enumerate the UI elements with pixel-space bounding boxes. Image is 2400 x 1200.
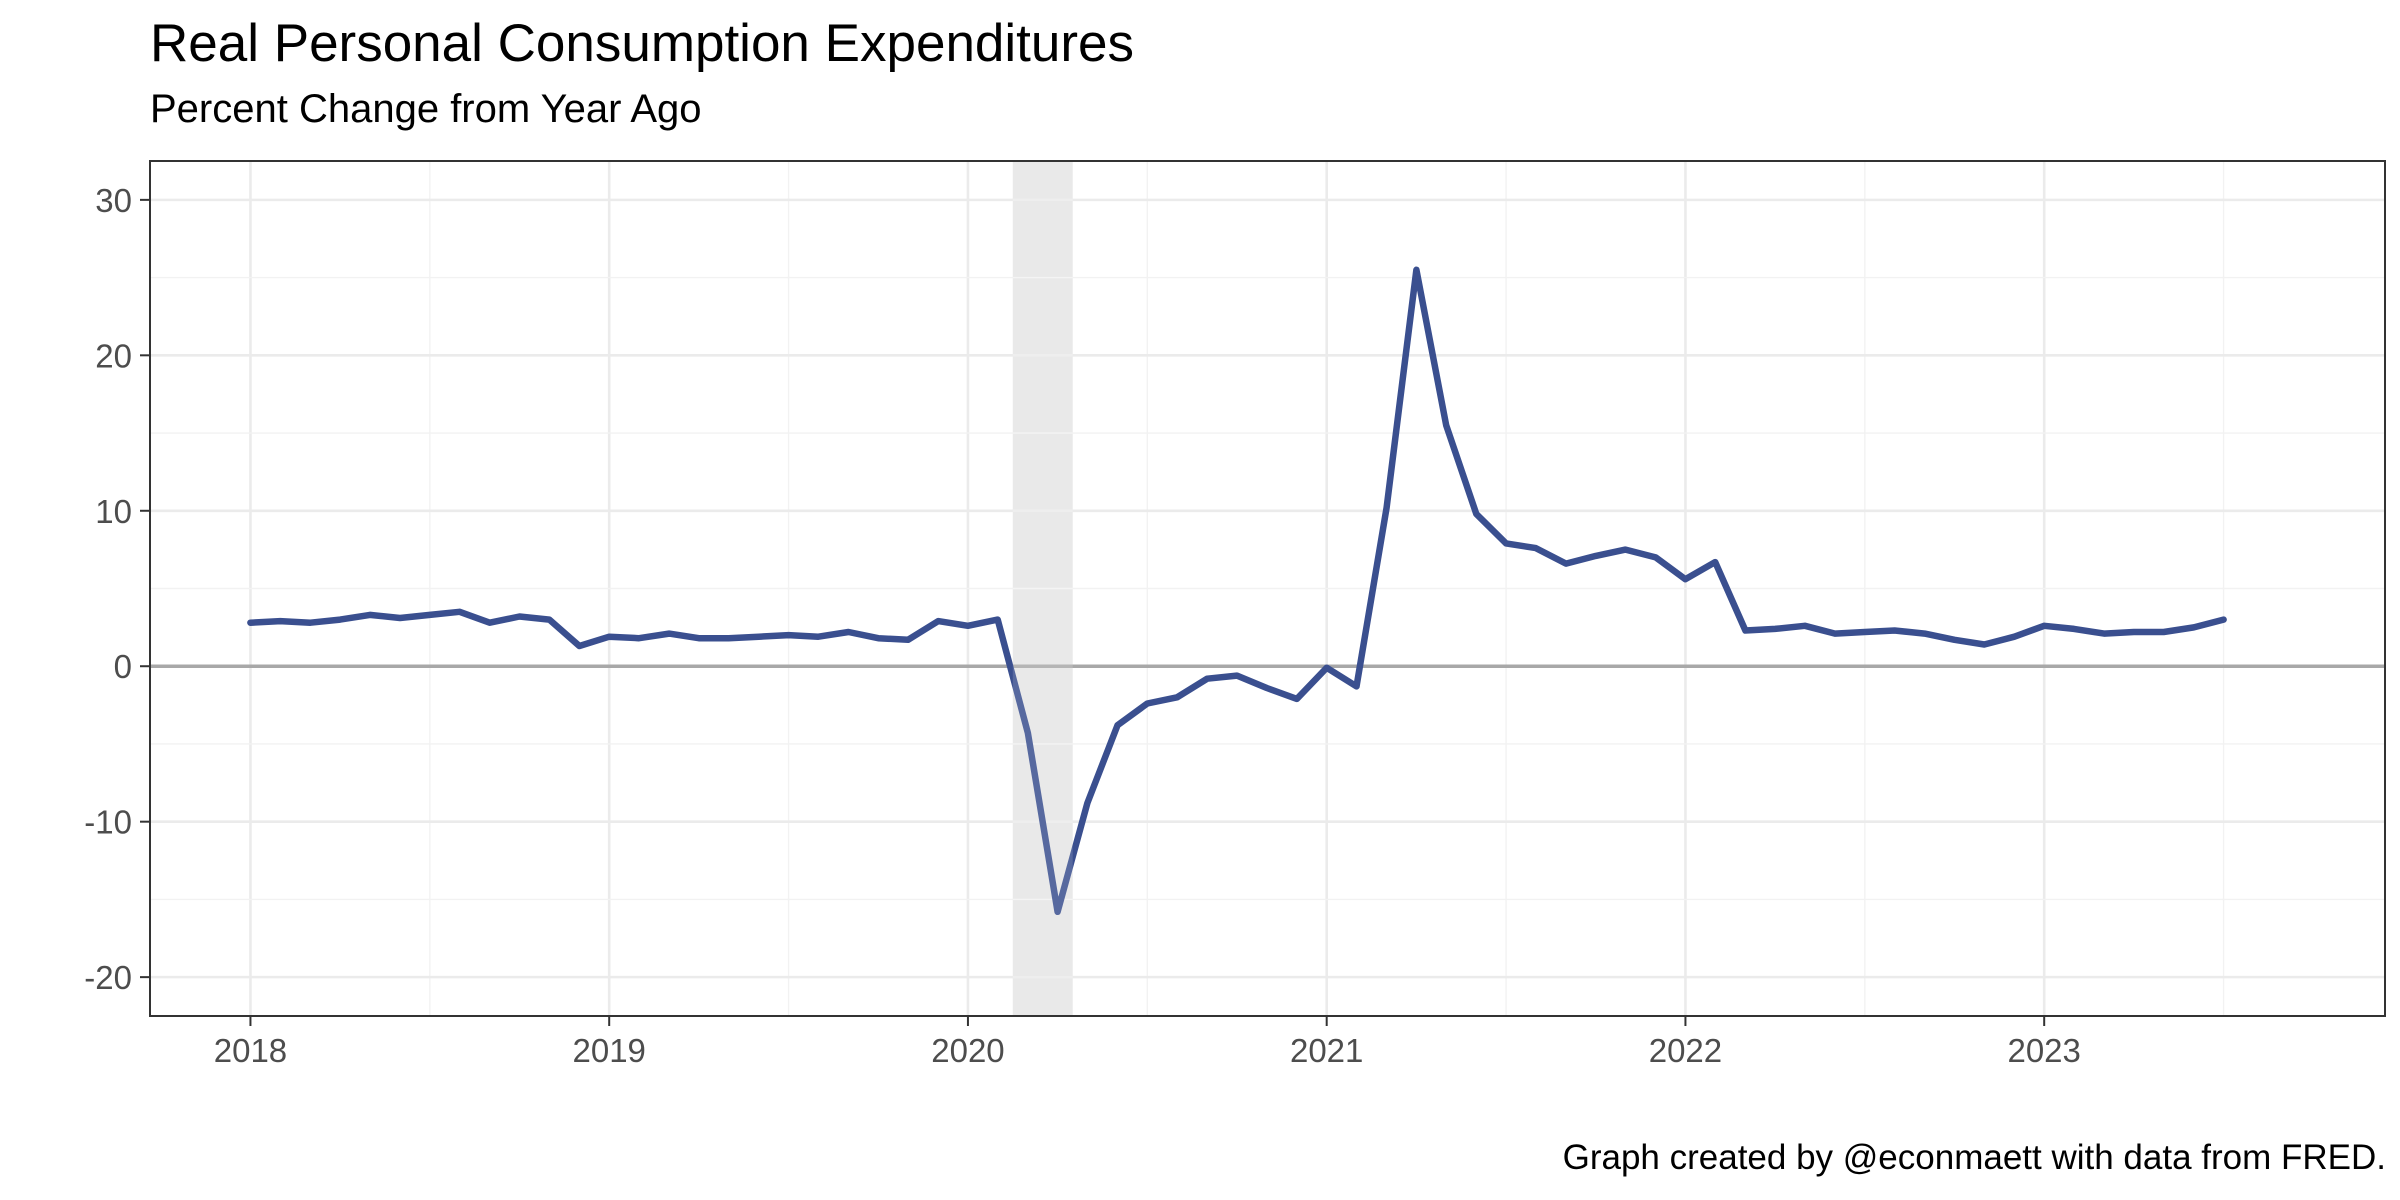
y-tick-label: -10 xyxy=(84,804,132,841)
axis-ticks-layer: 2018 2019 2020 2021 2022 2023 -20 -10 0 10 20 30 xyxy=(84,182,2081,1069)
data-point xyxy=(487,620,493,626)
series-line xyxy=(247,266,2227,916)
data-point xyxy=(367,612,373,618)
data-point xyxy=(905,637,911,643)
data-point xyxy=(696,635,702,641)
recession-overlay xyxy=(1012,161,1073,1016)
data-point xyxy=(995,617,1001,623)
y-tick-label: 20 xyxy=(95,337,132,374)
data-point xyxy=(1892,627,1898,633)
chart-subtitle: Percent Change from Year Ago xyxy=(150,87,702,131)
data-point xyxy=(2161,629,2167,635)
data-point xyxy=(1324,665,1330,671)
data-point xyxy=(2191,624,2197,630)
data-point xyxy=(1443,422,1449,428)
data-point xyxy=(1653,554,1659,560)
data-point xyxy=(1264,685,1270,691)
data-point xyxy=(875,635,881,641)
data-point xyxy=(1234,673,1240,679)
x-tick-label: 2020 xyxy=(931,1032,1004,1069)
data-point xyxy=(1115,722,1121,728)
data-point xyxy=(756,634,762,640)
data-point xyxy=(247,620,253,626)
data-point xyxy=(397,615,403,621)
data-point xyxy=(2221,617,2227,623)
chart-title: Real Personal Consumption Expenditures xyxy=(150,14,1134,73)
data-point xyxy=(1204,676,1210,682)
data-point xyxy=(1712,559,1718,565)
series-layer xyxy=(247,161,2227,1016)
data-point xyxy=(935,618,941,624)
data-point xyxy=(666,631,672,637)
data-point xyxy=(1922,631,1928,637)
data-point xyxy=(1802,623,1808,629)
data-point xyxy=(1144,701,1150,707)
data-point xyxy=(576,643,582,649)
data-point xyxy=(606,634,612,640)
x-tick-label: 2019 xyxy=(572,1032,645,1069)
data-point xyxy=(1862,629,1868,635)
data-point xyxy=(1413,267,1419,273)
data-point xyxy=(307,620,313,626)
data-point xyxy=(517,613,523,619)
data-point xyxy=(277,618,283,624)
data-point xyxy=(2041,623,2047,629)
data-point xyxy=(1174,694,1180,700)
y-tick-label: 0 xyxy=(114,648,132,685)
data-point xyxy=(1294,696,1300,702)
chart-caption: Graph created by @econmaett with data fr… xyxy=(1562,1138,2386,1177)
data-point xyxy=(1563,561,1569,567)
data-point xyxy=(2101,631,2107,637)
data-point xyxy=(1952,637,1958,643)
data-point xyxy=(1772,626,1778,632)
data-point xyxy=(2131,629,2137,635)
data-point xyxy=(457,609,463,615)
x-tick-label: 2023 xyxy=(2007,1032,2080,1069)
data-point xyxy=(1742,627,1748,633)
grid-layer xyxy=(150,161,2385,1016)
x-tick-label: 2022 xyxy=(1649,1032,1722,1069)
data-point xyxy=(965,623,971,629)
data-point xyxy=(1832,631,1838,637)
data-point xyxy=(1533,545,1539,551)
data-point xyxy=(1353,683,1359,689)
data-point xyxy=(1682,576,1688,582)
data-point xyxy=(1623,547,1629,553)
y-tick-label: 30 xyxy=(95,182,132,219)
data-point xyxy=(1384,505,1390,511)
data-point xyxy=(845,629,851,635)
data-point xyxy=(815,634,821,640)
data-point xyxy=(636,635,642,641)
x-tick-label: 2021 xyxy=(1290,1032,1363,1069)
data-point xyxy=(337,617,343,623)
data-point xyxy=(427,612,433,618)
y-tick-label: -20 xyxy=(84,959,132,996)
data-point xyxy=(1981,641,1987,647)
data-point xyxy=(1503,540,1509,546)
plot-border xyxy=(149,160,2386,1017)
data-point xyxy=(726,635,732,641)
data-point xyxy=(2011,634,2017,640)
data-point xyxy=(1473,511,1479,517)
x-tick-label: 2018 xyxy=(214,1032,287,1069)
y-tick-label: 10 xyxy=(95,493,132,530)
data-point xyxy=(1084,800,1090,806)
data-point xyxy=(1593,553,1599,559)
data-point xyxy=(786,632,792,638)
data-point xyxy=(2071,626,2077,632)
data-point xyxy=(546,617,552,623)
